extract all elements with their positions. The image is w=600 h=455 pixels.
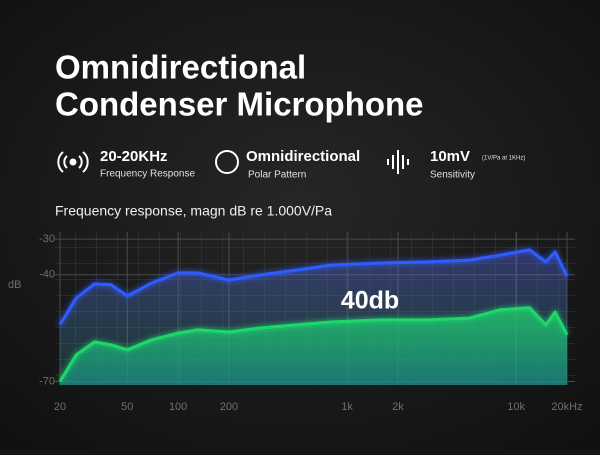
y-axis-label: dB [8, 279, 21, 291]
spec-label: Frequency Response [100, 169, 195, 180]
annotation: 40db [341, 287, 399, 315]
x-tick-label: 10k [507, 401, 525, 413]
spec-label: Sensitivity [430, 170, 475, 181]
spec-value: 10mV [430, 148, 470, 165]
title-line: Omnidirectional [55, 49, 306, 86]
y-tick-label: -70 [39, 375, 55, 387]
spec-value: 20-20KHz [100, 148, 168, 165]
x-tick-label: 20 [54, 401, 66, 413]
plot: -30 -40 -70 20 50 100 200 1k 2k 10k 20kHz 40db [39, 232, 583, 413]
chart-title: Frequency response, magn dB re 1.000V/Pa [55, 203, 332, 219]
title-line: Condenser Microphone [55, 86, 424, 123]
series-line [58, 248, 569, 326]
x-tick-label: 1k [341, 401, 353, 413]
spec-label: Polar Pattern [248, 170, 306, 181]
x-tick-label: 50 [121, 401, 133, 413]
series-area [60, 307, 567, 385]
spec-value: Omnidirectional [246, 148, 360, 165]
x-tick-label: 20kHz [551, 401, 582, 413]
y-tick-label: -40 [39, 269, 55, 281]
y-tick-label: -30 [39, 233, 55, 245]
x-tick-label: 200 [220, 401, 238, 413]
x-tick-label: 100 [169, 401, 187, 413]
spec-icon [57, 150, 409, 174]
series-line [58, 306, 569, 383]
x-tick-label: 2k [392, 401, 404, 413]
spec-note: (1V/Pa at 1KHz) [482, 156, 525, 162]
